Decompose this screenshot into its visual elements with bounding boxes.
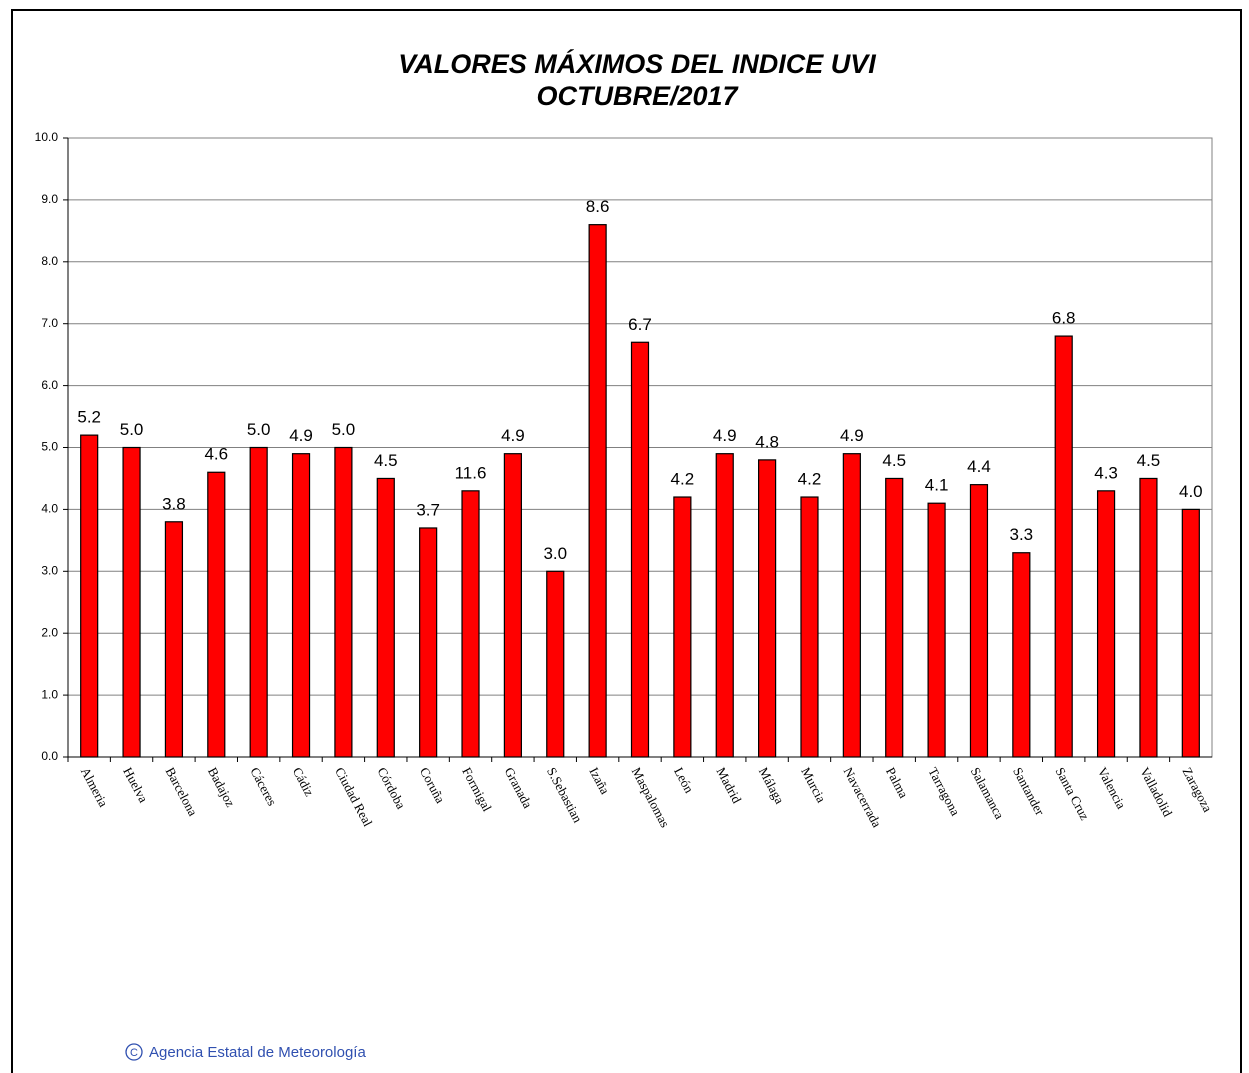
bar <box>1181 508 1200 758</box>
bar <box>758 459 777 758</box>
bar <box>334 446 353 758</box>
value-label: 4.1 <box>925 476 949 495</box>
value-label: 4.8 <box>755 432 779 451</box>
copyright-icon <box>125 1043 143 1061</box>
bar <box>842 453 861 758</box>
y-tick-label: 1.0 <box>41 687 58 701</box>
footer: Agencia Estatal de Meteorología <box>149 1044 366 1061</box>
bar <box>800 496 819 758</box>
value-label: 5.0 <box>120 420 144 439</box>
value-label: 4.2 <box>798 470 822 489</box>
chart-title: VALORES MÁXIMOS DEL INDICE UVI <box>398 48 876 79</box>
value-label: 3.0 <box>543 544 567 563</box>
bar <box>630 341 650 758</box>
bar <box>1054 335 1073 758</box>
value-label: 11.6 <box>455 463 487 482</box>
value-label: 4.6 <box>204 445 228 464</box>
y-tick-label: 7.0 <box>41 316 58 330</box>
y-tick-label: 8.0 <box>41 254 58 268</box>
y-tick-label: 2.0 <box>41 625 58 639</box>
bar <box>546 570 565 758</box>
bar <box>927 502 946 758</box>
y-tick-label: 9.0 <box>41 192 58 206</box>
bar <box>1139 477 1158 758</box>
y-tick-label: 5.0 <box>41 440 58 454</box>
value-label: 4.2 <box>671 470 695 489</box>
value-label: 6.8 <box>1052 309 1076 328</box>
value-label: 4.5 <box>1137 451 1161 470</box>
bar <box>80 434 99 758</box>
value-label: 4.9 <box>289 426 313 445</box>
y-tick-label: 0.0 <box>41 749 58 763</box>
value-label: 3.7 <box>416 500 440 519</box>
bar <box>122 446 141 758</box>
value-label: 6.7 <box>628 315 652 334</box>
bar <box>673 496 692 758</box>
value-label: 5.0 <box>332 420 356 439</box>
value-label: 4.0 <box>1179 482 1203 501</box>
y-tick-label: 4.0 <box>41 502 58 516</box>
copyright-c: C <box>130 1047 138 1059</box>
value-label: 4.3 <box>1094 463 1118 482</box>
value-label: 5.2 <box>77 408 101 427</box>
bar <box>419 527 438 758</box>
bar <box>1012 552 1031 758</box>
bar <box>885 477 904 758</box>
value-label: 3.3 <box>1010 525 1034 544</box>
value-label: 8.6 <box>586 197 610 216</box>
bar <box>715 453 734 758</box>
bar <box>164 521 184 758</box>
bar <box>1096 490 1116 758</box>
chart-subtitle: OCTUBRE/2017 <box>536 81 739 111</box>
bar <box>291 453 311 758</box>
value-label: 5.0 <box>247 420 271 439</box>
y-tick-label: 10.0 <box>35 130 59 144</box>
bar <box>376 477 395 758</box>
bar <box>969 484 989 758</box>
bar <box>207 471 226 758</box>
value-label: 4.5 <box>882 451 906 470</box>
bar <box>503 453 522 758</box>
value-label: 3.8 <box>162 494 186 513</box>
bar <box>588 224 607 758</box>
value-label: 4.5 <box>374 451 398 470</box>
y-tick-label: 3.0 <box>41 563 58 577</box>
bar <box>461 490 480 758</box>
y-tick-label: 6.0 <box>41 378 58 392</box>
value-label: 4.9 <box>713 426 737 445</box>
value-label: 4.9 <box>840 426 864 445</box>
value-label: 4.4 <box>967 457 991 476</box>
value-label: 4.9 <box>501 426 525 445</box>
bar <box>249 446 268 758</box>
